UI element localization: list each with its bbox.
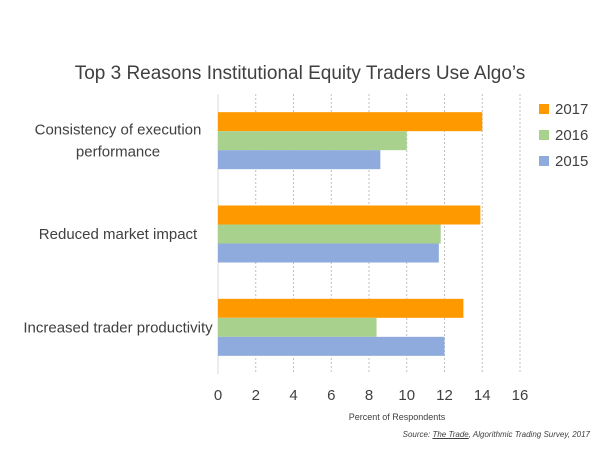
bar-2017: [218, 205, 481, 225]
bars: [218, 112, 483, 356]
category-labels: Consistency of execution performance Reduc…: [23, 122, 213, 337]
legend-swatch-2015: [539, 156, 549, 166]
source-publication: The Trade: [432, 430, 469, 439]
bar-2016: [218, 224, 441, 244]
category-label: performance: [76, 144, 160, 161]
source-prefix: Source:: [402, 430, 433, 439]
x-tick-label: 2: [252, 387, 260, 404]
bar-2015: [218, 243, 439, 263]
legend-label-2017: 2017: [555, 101, 588, 118]
bar-2015: [218, 336, 445, 356]
bar-2016: [218, 131, 407, 151]
x-tick-label: 10: [398, 387, 415, 404]
bar-2016: [218, 317, 377, 337]
x-tick-labels: 0 2 4 6 8 10 12 14 16: [214, 387, 529, 404]
category-label: Increased trader productivity: [23, 319, 213, 336]
category-label: Reduced market impact: [39, 226, 198, 243]
legend-swatch-2016: [539, 130, 549, 140]
bar-2017: [218, 298, 464, 318]
bar-2015: [218, 150, 381, 170]
x-axis-label: Percent of Respondents: [349, 412, 446, 422]
x-tick-label: 14: [474, 387, 491, 404]
legend: 2017 2016 2015: [539, 101, 588, 170]
source-note: Source: The Trade, Algorithmic Trading S…: [403, 430, 590, 439]
x-tick-label: 8: [365, 387, 373, 404]
bar-2017: [218, 112, 483, 132]
legend-label-2015: 2015: [555, 153, 588, 170]
x-tick-label: 16: [512, 387, 529, 404]
category-label: Consistency of execution: [35, 122, 202, 139]
x-tick-label: 4: [289, 387, 297, 404]
chart-title: Top 3 Reasons Institutional Equity Trade…: [75, 63, 526, 84]
legend-swatch-2017: [539, 104, 549, 114]
legend-label-2016: 2016: [555, 127, 588, 144]
x-tick-label: 6: [327, 387, 335, 404]
x-tick-label: 0: [214, 387, 222, 404]
x-tick-label: 12: [436, 387, 453, 404]
source-suffix: , Algorithmic Trading Survey, 2017: [468, 430, 590, 439]
